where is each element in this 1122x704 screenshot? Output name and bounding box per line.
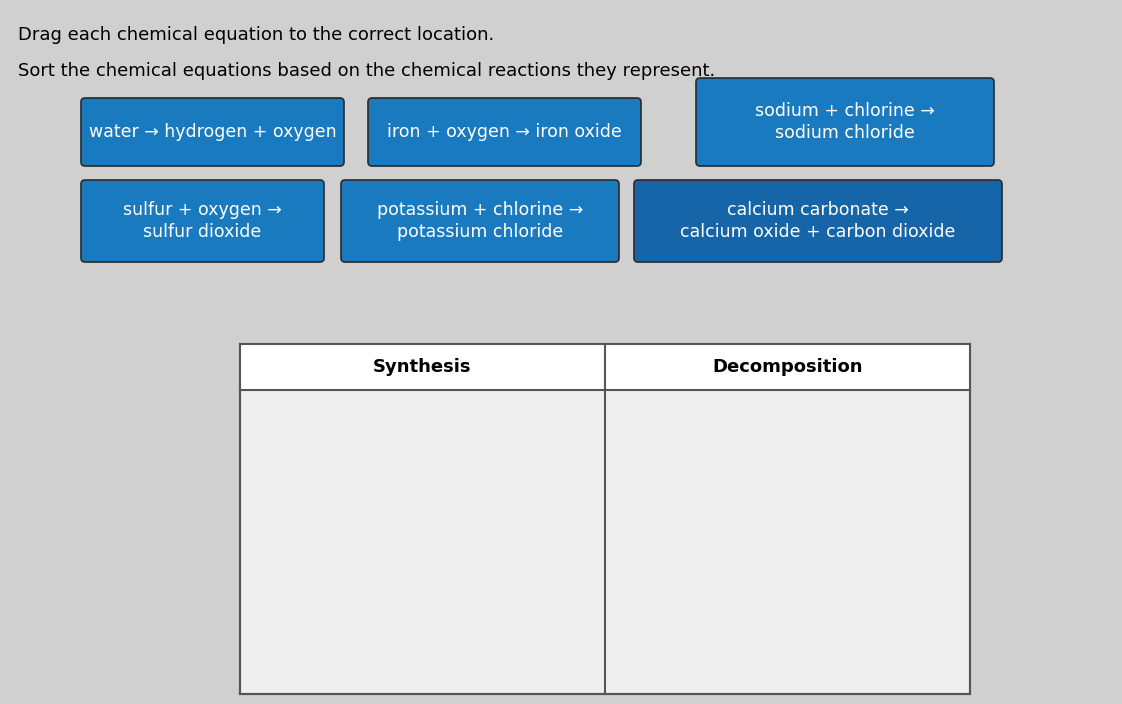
Text: calcium oxide + carbon dioxide: calcium oxide + carbon dioxide: [680, 223, 956, 241]
Text: sulfur + oxygen →: sulfur + oxygen →: [123, 201, 282, 219]
Text: sulfur dioxide: sulfur dioxide: [144, 223, 261, 241]
FancyBboxPatch shape: [240, 344, 971, 390]
Text: iron + oxygen → iron oxide: iron + oxygen → iron oxide: [387, 123, 622, 141]
FancyBboxPatch shape: [240, 344, 971, 694]
Text: Synthesis: Synthesis: [374, 358, 471, 376]
Text: potassium + chlorine →: potassium + chlorine →: [377, 201, 583, 219]
FancyBboxPatch shape: [368, 98, 641, 166]
Text: calcium carbonate →: calcium carbonate →: [727, 201, 909, 219]
FancyBboxPatch shape: [81, 180, 324, 262]
FancyBboxPatch shape: [341, 180, 619, 262]
Text: Sort the chemical equations based on the chemical reactions they represent.: Sort the chemical equations based on the…: [18, 62, 715, 80]
FancyBboxPatch shape: [81, 98, 344, 166]
Text: Drag each chemical equation to the correct location.: Drag each chemical equation to the corre…: [18, 26, 495, 44]
FancyBboxPatch shape: [696, 78, 994, 166]
Text: sodium chloride: sodium chloride: [775, 124, 914, 142]
Text: water → hydrogen + oxygen: water → hydrogen + oxygen: [89, 123, 337, 141]
Text: sodium + chlorine →: sodium + chlorine →: [755, 102, 935, 120]
Text: potassium chloride: potassium chloride: [397, 223, 563, 241]
Text: Decomposition: Decomposition: [712, 358, 863, 376]
FancyBboxPatch shape: [634, 180, 1002, 262]
